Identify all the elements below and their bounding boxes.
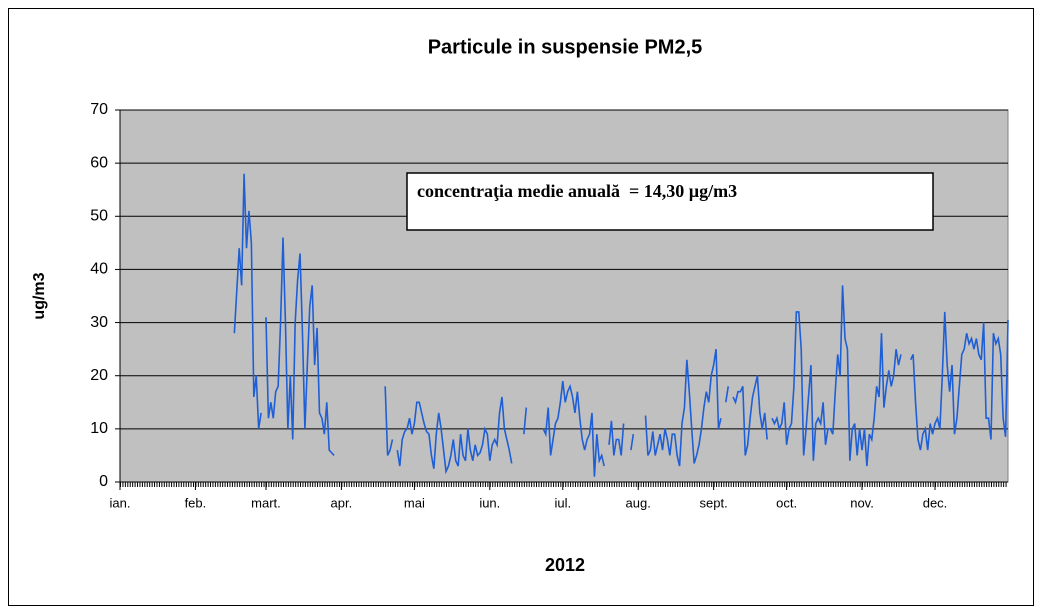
x-tick-label: apr. — [331, 495, 353, 510]
x-axis-label: 2012 — [545, 555, 585, 575]
data-line — [771, 285, 902, 467]
y-tick-label: 0 — [99, 473, 108, 490]
x-tick-label: iul. — [554, 495, 571, 510]
data-line — [630, 434, 635, 451]
data-line — [384, 386, 394, 456]
data-line — [265, 237, 335, 456]
y-tick-label: 70 — [90, 101, 108, 118]
plot-area — [119, 109, 1009, 483]
data-line — [523, 407, 528, 435]
data-line — [608, 420, 625, 456]
annotation: concentraţia medie anuală = 14,30 µg/m3 — [417, 181, 737, 201]
x-tick-label: aug. — [626, 495, 651, 510]
data-line — [233, 173, 262, 429]
x-tick-label: ian. — [110, 495, 131, 510]
data-line — [724, 386, 730, 403]
chart-title: Particule in suspensie PM2,5 — [428, 36, 703, 58]
x-tick-label: oct. — [776, 495, 797, 510]
y-axis-label: ug/m3 — [31, 272, 48, 319]
x-tick-label: dec. — [923, 495, 948, 510]
x-tick-label: mai — [404, 495, 425, 510]
annotation-box — [406, 172, 934, 231]
x-tick-label: iun. — [479, 495, 500, 510]
x-tick-label: mart. — [251, 495, 281, 510]
y-tick-label: 10 — [90, 420, 108, 437]
data-line — [396, 396, 513, 475]
y-tick-label: 60 — [90, 154, 108, 171]
y-tick-label: 30 — [90, 314, 108, 331]
x-tick-label: nov. — [850, 495, 874, 510]
data-line — [732, 375, 768, 456]
y-tick-label: 40 — [90, 261, 108, 278]
y-tick-label: 20 — [90, 367, 108, 384]
x-tick-label: sept. — [700, 495, 728, 510]
data-line — [909, 311, 1009, 451]
y-tick-label: 50 — [90, 208, 108, 225]
data-line — [644, 349, 722, 467]
x-tick-label: feb. — [185, 495, 207, 510]
data-line — [542, 380, 605, 477]
